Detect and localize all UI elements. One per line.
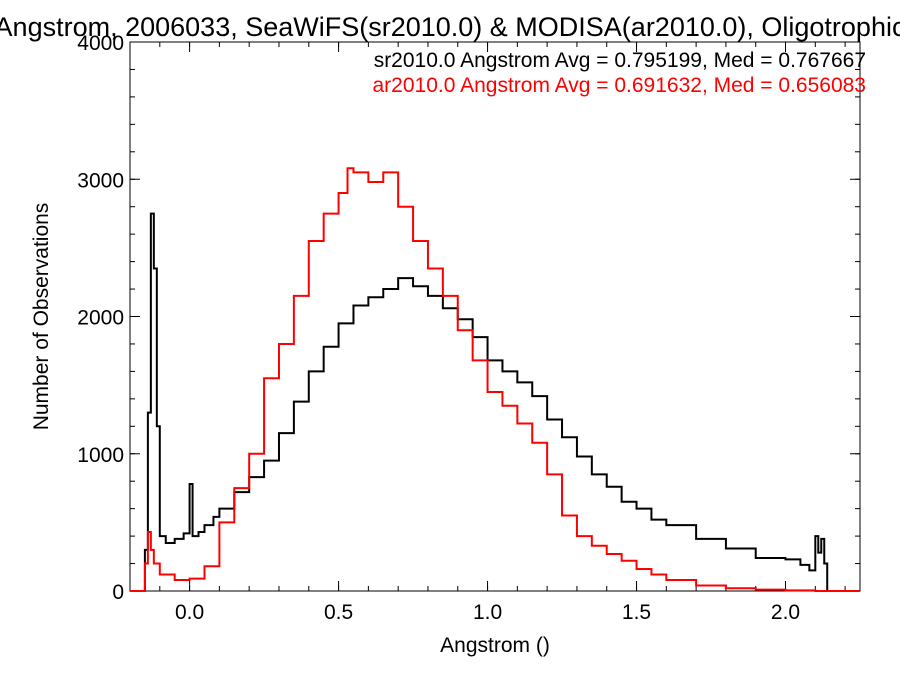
x-tick-label: 0.5: [324, 601, 353, 624]
y-tick-label: 2000: [77, 307, 124, 330]
x-tick-label: 0.0: [175, 601, 204, 624]
x-tick-label: 1.0: [473, 601, 502, 624]
y-tick-label: 1000: [77, 444, 124, 467]
annotations: sr2010.0 Angstrom Avg = 0.795199, Med = …: [373, 49, 867, 97]
axis-tick-labels: 0.0 0.5 1.0 1.5 2.0 0 1000 2000 3000 4000: [77, 32, 800, 624]
x-axis-label: Angstrom (): [440, 634, 550, 657]
y-axis-label: Number of Observations: [30, 203, 53, 431]
series-group: [130, 167, 860, 592]
series-1-line: [130, 167, 860, 592]
plot-frame: [129, 41, 861, 592]
chart-title: Angstrom, 2006033, SeaWiFS(sr2010.0) & M…: [0, 12, 900, 42]
series-0-line: [130, 212, 860, 592]
x-tick-label: 1.5: [622, 601, 651, 624]
stats-annotation-1: ar2010.0 Angstrom Avg = 0.691632, Med = …: [373, 74, 867, 97]
x-tick-label: 2.0: [771, 601, 800, 624]
y-tick-label: 3000: [77, 169, 124, 192]
axis-ticks: [129, 41, 860, 592]
y-tick-label: 4000: [77, 32, 124, 55]
stats-annotation-0: sr2010.0 Angstrom Avg = 0.795199, Med = …: [374, 49, 866, 72]
y-tick-label: 0: [112, 581, 124, 604]
